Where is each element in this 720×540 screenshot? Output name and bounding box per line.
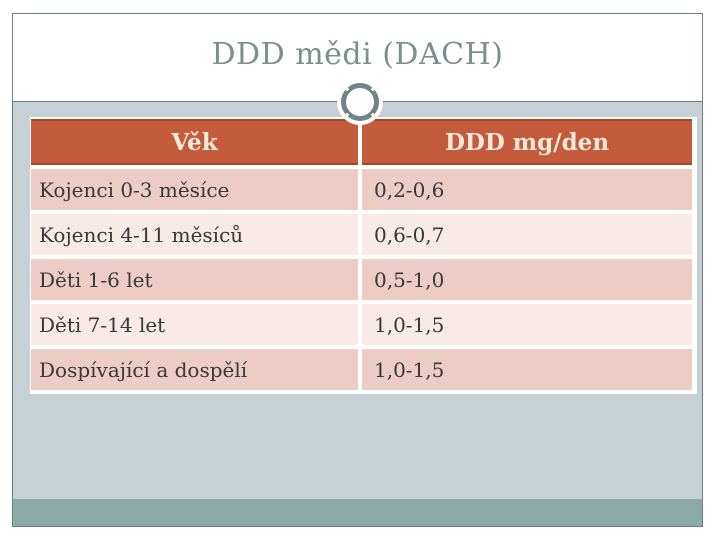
page-title: DDD mědi (DACH) — [211, 37, 504, 72]
table-row-value: 0,5-1,0 — [362, 259, 692, 300]
ring-notches — [341, 83, 379, 121]
table-row-label: Děti 1-6 let — [31, 259, 358, 300]
table-header-age: Věk — [31, 119, 358, 165]
table-row-label: Děti 7-14 let — [31, 304, 358, 345]
table-row-value: 1,0-1,5 — [362, 349, 692, 390]
table-row-value: 1,0-1,5 — [362, 304, 692, 345]
dose-table: Věk DDD mg/den Kojenci 0-3 měsíce 0,2-0,… — [30, 117, 697, 394]
table-header-ddd: DDD mg/den — [362, 119, 692, 165]
ring-ornament-icon — [341, 83, 379, 121]
table-row-label: Kojenci 0-3 měsíce — [31, 169, 358, 210]
table-row-value: 0,6-0,7 — [362, 214, 692, 255]
table-row-label: Kojenci 4-11 měsíců — [31, 214, 358, 255]
table-row-label: Dospívající a dospělí — [31, 349, 358, 390]
table-row-value: 0,2-0,6 — [362, 169, 692, 210]
footer-bar — [13, 499, 702, 526]
